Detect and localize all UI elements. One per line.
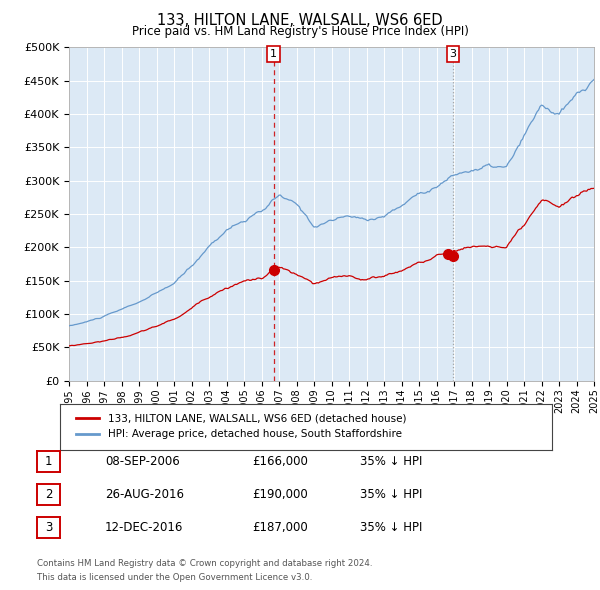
- Text: £187,000: £187,000: [252, 521, 308, 534]
- Text: 1: 1: [270, 49, 277, 59]
- Text: This data is licensed under the Open Government Licence v3.0.: This data is licensed under the Open Gov…: [37, 573, 313, 582]
- Text: 35% ↓ HPI: 35% ↓ HPI: [360, 455, 422, 468]
- Text: 1: 1: [45, 455, 52, 468]
- Text: 2: 2: [45, 488, 52, 501]
- Text: £166,000: £166,000: [252, 455, 308, 468]
- Text: 3: 3: [449, 49, 457, 59]
- Text: 133, HILTON LANE, WALSALL, WS6 6ED: 133, HILTON LANE, WALSALL, WS6 6ED: [157, 13, 443, 28]
- Legend: 133, HILTON LANE, WALSALL, WS6 6ED (detached house), HPI: Average price, detache: 133, HILTON LANE, WALSALL, WS6 6ED (deta…: [70, 408, 412, 445]
- Text: £190,000: £190,000: [252, 488, 308, 501]
- Text: 12-DEC-2016: 12-DEC-2016: [105, 521, 184, 534]
- Text: Contains HM Land Registry data © Crown copyright and database right 2024.: Contains HM Land Registry data © Crown c…: [37, 559, 373, 568]
- Text: 35% ↓ HPI: 35% ↓ HPI: [360, 521, 422, 534]
- Text: 26-AUG-2016: 26-AUG-2016: [105, 488, 184, 501]
- Text: 35% ↓ HPI: 35% ↓ HPI: [360, 488, 422, 501]
- Text: 3: 3: [45, 521, 52, 534]
- Text: Price paid vs. HM Land Registry's House Price Index (HPI): Price paid vs. HM Land Registry's House …: [131, 25, 469, 38]
- Text: 08-SEP-2006: 08-SEP-2006: [105, 455, 180, 468]
